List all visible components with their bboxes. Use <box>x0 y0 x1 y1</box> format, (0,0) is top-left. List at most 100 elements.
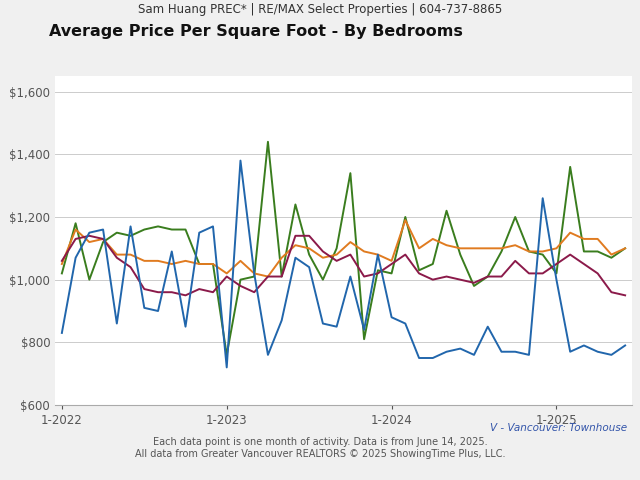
2 Bedrooms <box>594 236 602 242</box>
4 Bedrooms or More <box>264 352 272 358</box>
2 Bedrooms <box>182 258 189 264</box>
3 Bedrooms <box>374 271 381 276</box>
4 Bedrooms or More <box>552 277 560 283</box>
1 Bedroom or Fewer <box>346 170 354 176</box>
3 Bedrooms <box>237 283 244 289</box>
4 Bedrooms or More <box>154 308 162 314</box>
4 Bedrooms or More <box>607 352 615 358</box>
2 Bedrooms <box>195 261 203 267</box>
2 Bedrooms <box>264 274 272 279</box>
1 Bedroom or Fewer <box>539 252 547 257</box>
3 Bedrooms <box>72 236 79 242</box>
4 Bedrooms or More <box>223 364 230 370</box>
3 Bedrooms <box>498 274 506 279</box>
2 Bedrooms <box>250 271 258 276</box>
2 Bedrooms <box>140 258 148 264</box>
1 Bedroom or Fewer <box>401 214 409 220</box>
2 Bedrooms <box>72 227 79 232</box>
3 Bedrooms <box>223 274 230 279</box>
1 Bedroom or Fewer <box>333 245 340 251</box>
4 Bedrooms or More <box>99 227 107 232</box>
1 Bedroom or Fewer <box>429 261 436 267</box>
4 Bedrooms or More <box>456 346 464 351</box>
2 Bedrooms <box>498 245 506 251</box>
4 Bedrooms or More <box>594 349 602 355</box>
3 Bedrooms <box>250 289 258 295</box>
1 Bedroom or Fewer <box>511 214 519 220</box>
3 Bedrooms <box>182 292 189 298</box>
1 Bedroom or Fewer <box>388 271 396 276</box>
3 Bedrooms <box>401 252 409 257</box>
3 Bedrooms <box>346 252 354 257</box>
4 Bedrooms or More <box>250 271 258 276</box>
4 Bedrooms or More <box>443 349 451 355</box>
1 Bedroom or Fewer <box>319 277 327 283</box>
3 Bedrooms <box>264 274 272 279</box>
4 Bedrooms or More <box>498 349 506 355</box>
Line: 4 Bedrooms or More: 4 Bedrooms or More <box>62 161 625 367</box>
4 Bedrooms or More <box>127 224 134 229</box>
4 Bedrooms or More <box>388 314 396 320</box>
3 Bedrooms <box>594 271 602 276</box>
2 Bedrooms <box>415 245 423 251</box>
4 Bedrooms or More <box>195 230 203 236</box>
1 Bedroom or Fewer <box>292 202 300 207</box>
Text: All data from Greater Vancouver REALTORS © 2025 ShowingTime Plus, LLC.: All data from Greater Vancouver REALTORS… <box>135 449 505 459</box>
2 Bedrooms <box>607 252 615 257</box>
3 Bedrooms <box>511 258 519 264</box>
1 Bedroom or Fewer <box>415 267 423 273</box>
1 Bedroom or Fewer <box>113 230 121 236</box>
1 Bedroom or Fewer <box>278 274 285 279</box>
1 Bedroom or Fewer <box>264 139 272 144</box>
4 Bedrooms or More <box>346 274 354 279</box>
2 Bedrooms <box>525 249 533 254</box>
2 Bedrooms <box>580 236 588 242</box>
4 Bedrooms or More <box>360 327 368 333</box>
1 Bedroom or Fewer <box>58 271 66 276</box>
3 Bedrooms <box>470 280 478 286</box>
4 Bedrooms or More <box>72 255 79 261</box>
3 Bedrooms <box>305 233 313 239</box>
Text: V - Vancouver: Townhouse: V - Vancouver: Townhouse <box>490 423 627 433</box>
2 Bedrooms <box>278 255 285 261</box>
2 Bedrooms <box>456 245 464 251</box>
4 Bedrooms or More <box>539 195 547 201</box>
2 Bedrooms <box>86 239 93 245</box>
4 Bedrooms or More <box>511 349 519 355</box>
2 Bedrooms <box>305 245 313 251</box>
4 Bedrooms or More <box>209 224 217 229</box>
2 Bedrooms <box>127 252 134 257</box>
1 Bedroom or Fewer <box>580 249 588 254</box>
3 Bedrooms <box>195 286 203 292</box>
1 Bedroom or Fewer <box>86 277 93 283</box>
2 Bedrooms <box>99 236 107 242</box>
4 Bedrooms or More <box>140 305 148 311</box>
1 Bedroom or Fewer <box>168 227 175 232</box>
1 Bedroom or Fewer <box>360 336 368 342</box>
3 Bedrooms <box>443 274 451 279</box>
3 Bedrooms <box>388 261 396 267</box>
1 Bedroom or Fewer <box>484 274 492 279</box>
3 Bedrooms <box>154 289 162 295</box>
Text: Sam Huang PREC* | RE/MAX Select Properties | 604-737-8865: Sam Huang PREC* | RE/MAX Select Properti… <box>138 2 502 15</box>
1 Bedroom or Fewer <box>443 208 451 214</box>
3 Bedrooms <box>278 274 285 279</box>
1 Bedroom or Fewer <box>566 164 574 170</box>
1 Bedroom or Fewer <box>470 283 478 289</box>
1 Bedroom or Fewer <box>182 227 189 232</box>
3 Bedrooms <box>292 233 300 239</box>
3 Bedrooms <box>484 274 492 279</box>
1 Bedroom or Fewer <box>498 249 506 254</box>
Text: Each data point is one month of activity. Data is from June 14, 2025.: Each data point is one month of activity… <box>153 437 487 447</box>
3 Bedrooms <box>168 289 175 295</box>
1 Bedroom or Fewer <box>621 245 629 251</box>
2 Bedrooms <box>470 245 478 251</box>
3 Bedrooms <box>333 258 340 264</box>
2 Bedrooms <box>319 255 327 261</box>
2 Bedrooms <box>566 230 574 236</box>
1 Bedroom or Fewer <box>127 233 134 239</box>
3 Bedrooms <box>99 236 107 242</box>
2 Bedrooms <box>360 249 368 254</box>
1 Bedroom or Fewer <box>594 249 602 254</box>
1 Bedroom or Fewer <box>154 224 162 229</box>
